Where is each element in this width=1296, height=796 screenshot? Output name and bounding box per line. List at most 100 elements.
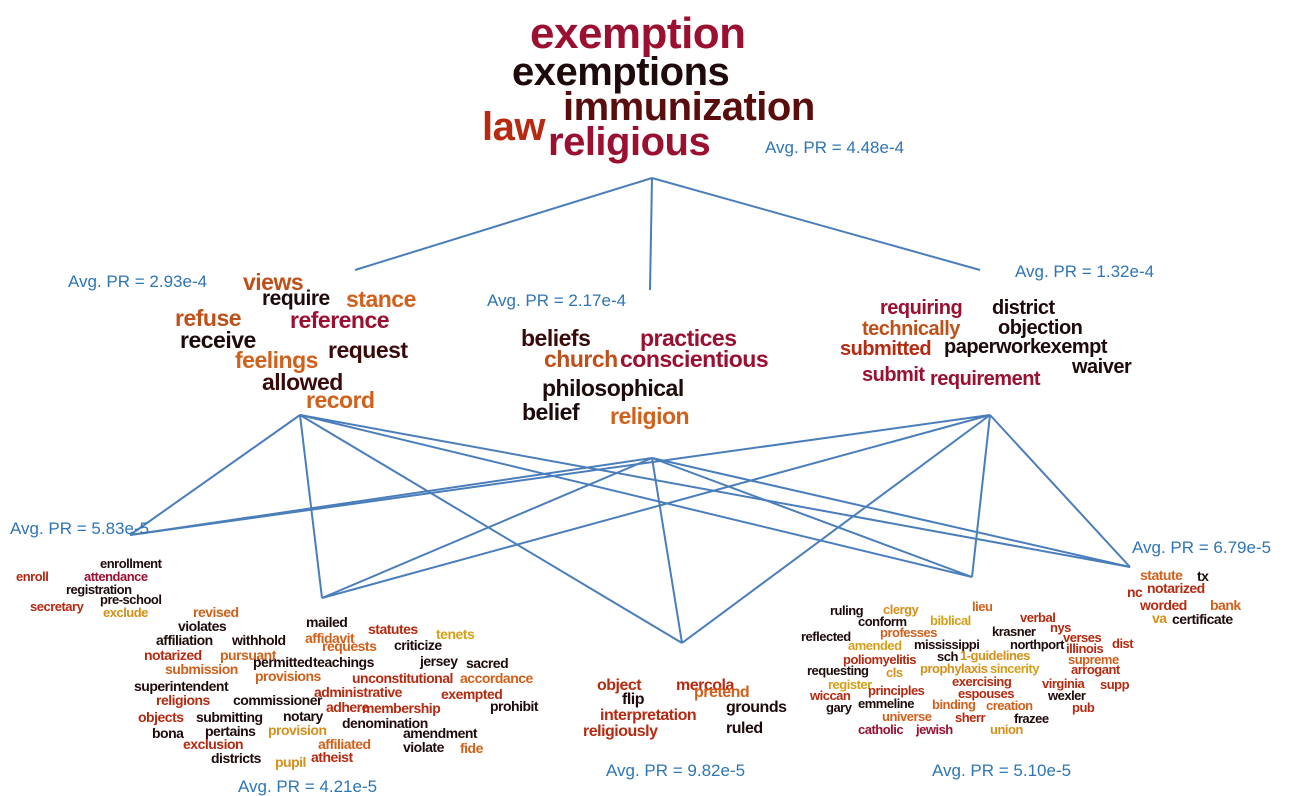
word: require bbox=[262, 287, 330, 310]
word: object bbox=[597, 677, 642, 694]
word: flip bbox=[622, 691, 645, 708]
word: requiring bbox=[880, 297, 962, 319]
word: adhere bbox=[326, 699, 370, 715]
word: exempt bbox=[1040, 336, 1108, 358]
edge bbox=[129, 414, 301, 536]
topic-node: Avg. PR = 9.82e-5 object mercola flip preten… bbox=[583, 677, 788, 780]
topic-node: Avg. PR = 6.79e-5 statute tx nc notarizedwor… bbox=[1127, 538, 1271, 627]
word: philosophical bbox=[542, 375, 684, 401]
word: mailed bbox=[306, 614, 347, 630]
avg-pr-label: Avg. PR = 1.32e-4 bbox=[1015, 262, 1154, 281]
word: notary bbox=[283, 708, 324, 724]
word: virginia bbox=[1042, 676, 1086, 691]
word: nc bbox=[1127, 584, 1143, 600]
edge bbox=[299, 414, 683, 644]
word: exclude bbox=[103, 605, 148, 620]
word: conform bbox=[858, 614, 907, 629]
edge bbox=[651, 457, 1131, 568]
avg-pr-label: Avg. PR = 4.21e-5 bbox=[238, 777, 377, 796]
avg-pr-label: Avg. PR = 4.48e-4 bbox=[765, 138, 904, 157]
word: exempted bbox=[441, 686, 502, 702]
word: objects bbox=[138, 709, 184, 725]
word: nys bbox=[1050, 620, 1071, 635]
word: church bbox=[544, 346, 618, 372]
word: ruling bbox=[830, 603, 864, 618]
avg-pr-label: Avg. PR = 5.10e-5 bbox=[932, 761, 1071, 780]
word: exclusion bbox=[183, 736, 243, 752]
word: allowed bbox=[262, 369, 343, 395]
word: revised bbox=[193, 604, 239, 620]
word: refuse bbox=[175, 305, 241, 331]
word: binding bbox=[932, 697, 976, 712]
word: registration bbox=[66, 582, 132, 597]
word: pupil bbox=[275, 754, 306, 770]
word: verses bbox=[1063, 630, 1101, 645]
word: interpretation bbox=[600, 707, 696, 724]
word: affiliated bbox=[318, 736, 371, 752]
word: submission bbox=[165, 661, 238, 677]
word: request bbox=[328, 337, 408, 363]
word: tx bbox=[1197, 568, 1209, 584]
word: practices bbox=[640, 325, 737, 351]
word: affiliation bbox=[156, 632, 213, 648]
word: districts bbox=[211, 750, 262, 766]
word: lieu bbox=[972, 599, 993, 614]
word: statute bbox=[1140, 567, 1183, 583]
word: teachings bbox=[313, 654, 375, 670]
word: affidavit bbox=[305, 630, 355, 646]
word: religions bbox=[156, 692, 211, 708]
edge bbox=[681, 414, 991, 644]
word: immunization bbox=[563, 85, 815, 129]
avg-pr-label: Avg. PR = 6.79e-5 bbox=[1132, 538, 1271, 557]
edge bbox=[989, 414, 1131, 568]
word: ruled bbox=[726, 720, 763, 737]
edge bbox=[129, 414, 991, 536]
avg-pr-label: Avg. PR = 9.82e-5 bbox=[606, 761, 745, 780]
word: pretend bbox=[694, 684, 749, 701]
word: jersey bbox=[419, 653, 458, 669]
word: mississippi bbox=[914, 637, 979, 652]
word: law bbox=[482, 105, 546, 149]
edge bbox=[321, 457, 653, 599]
word: pursuant bbox=[220, 647, 277, 663]
word: submitting bbox=[196, 709, 263, 725]
word: fide bbox=[460, 740, 484, 756]
word: district bbox=[992, 297, 1056, 319]
word: poliomyelitis bbox=[843, 652, 916, 667]
word: stance bbox=[346, 286, 416, 312]
word: pub bbox=[1072, 700, 1095, 715]
avg-pr-label: Avg. PR = 5.83e-5 bbox=[10, 519, 149, 538]
word: secretary bbox=[30, 599, 85, 614]
word: commissioner bbox=[233, 692, 323, 708]
word: emmeline bbox=[858, 696, 914, 711]
topic-node: Avg. PR = 2.17e-4 beliefs practices church c… bbox=[487, 291, 769, 429]
word: submitted bbox=[840, 338, 931, 360]
edge bbox=[321, 414, 991, 599]
word: va bbox=[1152, 610, 1167, 626]
word: cls bbox=[886, 665, 903, 680]
topic-node: Avg. PR = 5.10e-5 ruling clergy lieu conform… bbox=[801, 599, 1135, 780]
word: creation bbox=[986, 698, 1033, 713]
avg-pr-label: Avg. PR = 2.93e-4 bbox=[68, 272, 207, 291]
word: prophylaxis bbox=[920, 661, 988, 676]
topic-node: Avg. PR = 1.32e-4 requiring district techni… bbox=[840, 262, 1154, 390]
word: withhold bbox=[231, 632, 286, 648]
word: membership bbox=[362, 700, 440, 716]
word: receive bbox=[180, 327, 256, 353]
word: criticize bbox=[394, 637, 442, 653]
word: superintendent bbox=[134, 678, 229, 694]
word: enrollment bbox=[100, 556, 163, 571]
edge bbox=[971, 414, 991, 578]
word: submit bbox=[862, 364, 925, 386]
word: provision bbox=[268, 722, 327, 738]
topic-node: Avg. PR = 5.83e-5 enrollment enroll attenda… bbox=[10, 519, 163, 620]
word: tenets bbox=[436, 626, 475, 642]
word: amendment bbox=[403, 725, 478, 741]
avg-pr-label: Avg. PR = 2.17e-4 bbox=[487, 291, 626, 310]
word: professes bbox=[880, 625, 937, 640]
word: beliefs bbox=[521, 325, 590, 351]
word: sch bbox=[937, 649, 958, 664]
word: denomination bbox=[342, 715, 428, 731]
